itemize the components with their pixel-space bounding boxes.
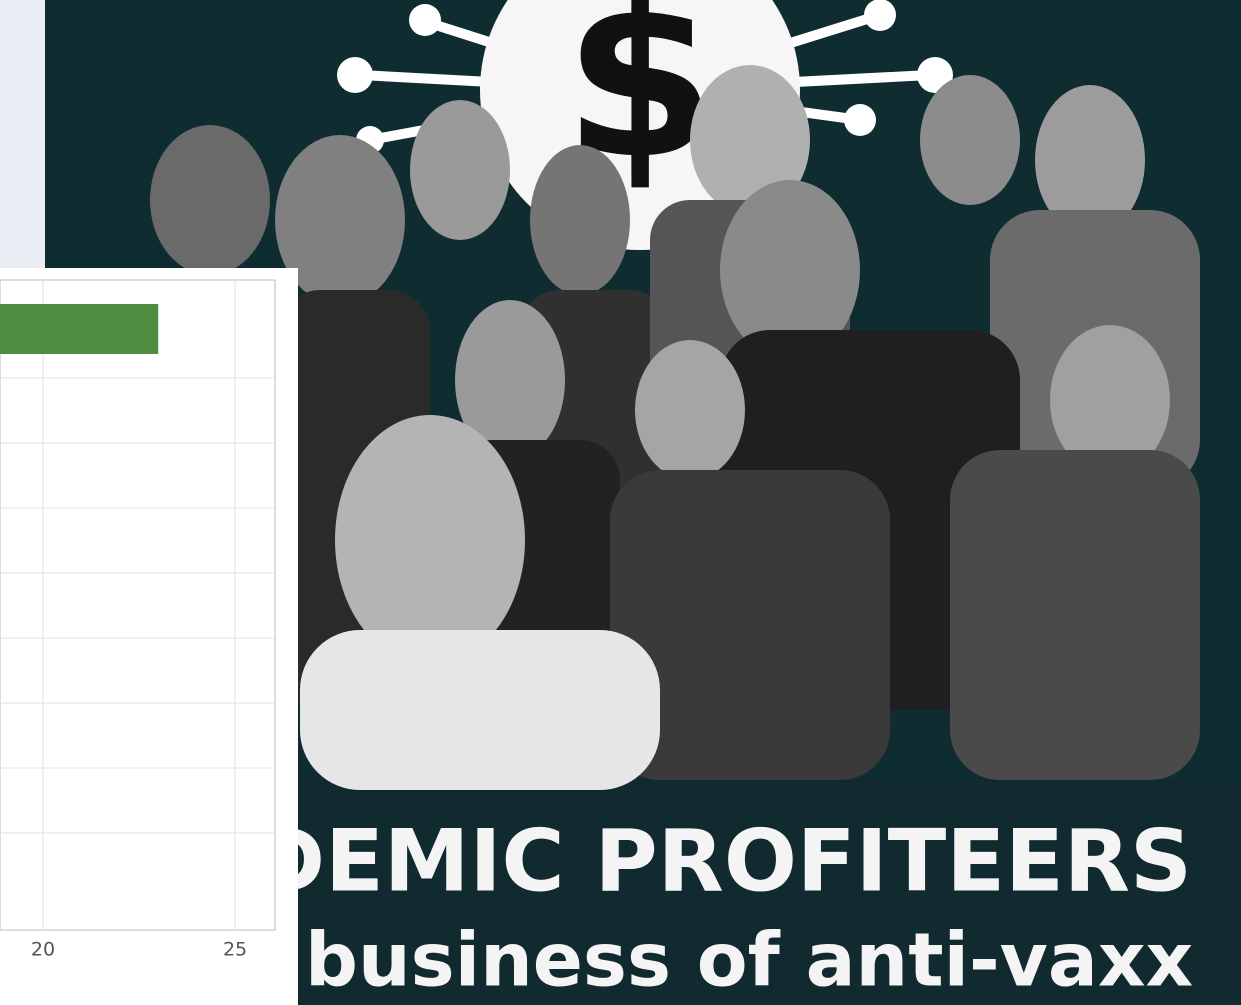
chart-window — [0, 268, 298, 1005]
x-tick-label: 20 — [31, 939, 55, 961]
page: {"chart_data": {"type": "bar", "orientat… — [0, 0, 1241, 1005]
x-tick-label: 25 — [223, 939, 247, 961]
bar — [0, 304, 158, 354]
poster-subheadline: business of anti-vaxx — [305, 918, 1193, 1004]
screenshot: $ DEMIC PROFITEERS business of anti-vaxx… — [0, 0, 1241, 1005]
poster-headline: DEMIC PROFITEERS — [254, 811, 1192, 911]
